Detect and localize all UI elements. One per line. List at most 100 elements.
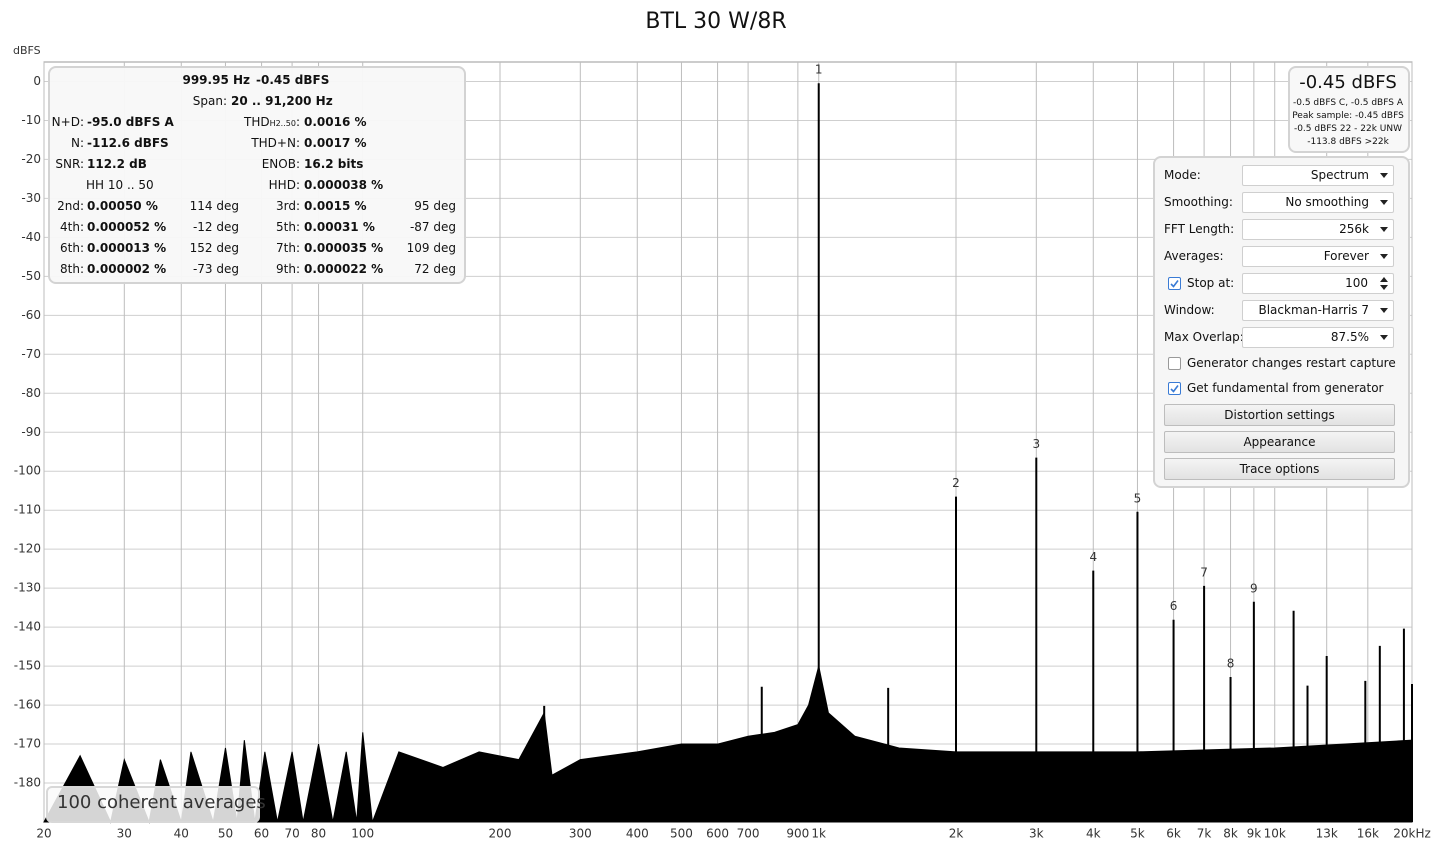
readout-label-text: THD+N: <box>251 136 300 150</box>
button[interactable]: Trace options <box>1164 458 1395 480</box>
readout-label-text: 7th: <box>276 241 300 255</box>
readout-v2: 0.000038 % <box>304 178 384 192</box>
spin-box[interactable] <box>1242 273 1394 294</box>
control-label: Window: <box>1164 303 1215 317</box>
checkbox[interactable] <box>1168 382 1181 395</box>
control-label: Averages: <box>1164 249 1224 263</box>
x-tick-label: 2k <box>949 827 964 841</box>
readout-v2: 0.000035 % <box>304 241 384 255</box>
readout-note: HH 10 .. 50 <box>86 178 154 192</box>
x-tick-label: 40 <box>174 827 189 841</box>
x-tick-label: 20 <box>36 827 51 841</box>
readout-freq: 999.95 Hz <box>182 73 250 87</box>
dropdown-arrow <box>1380 335 1388 340</box>
x-tick-label: 600 <box>706 827 729 841</box>
readout-l1: SNR: <box>55 157 84 171</box>
control-value: 256k <box>1339 222 1369 236</box>
checkbox-label: Generator changes restart capture <box>1187 356 1396 370</box>
chart-title: BTL 30 W/8R <box>645 9 786 34</box>
x-tick-label: 16k <box>1357 827 1379 841</box>
control-label: Smoothing: <box>1164 195 1233 209</box>
dropdown[interactable] <box>1242 165 1394 186</box>
readout-p2: -87 deg <box>409 220 456 234</box>
x-tick-label: 700 <box>737 827 760 841</box>
dropdown-arrow <box>1380 285 1388 290</box>
y-tick-label: -30 <box>21 191 41 205</box>
x-tick-label: 1k <box>811 827 826 841</box>
x-tick-label: 13k <box>1316 827 1338 841</box>
y-tick-label: -20 <box>21 152 41 166</box>
y-tick-label: -100 <box>14 464 41 478</box>
meter-line: -113.8 dBFS >22k <box>1307 137 1389 147</box>
button[interactable]: Distortion settings <box>1164 404 1395 426</box>
readout-v2: 0.0015 % <box>304 199 367 213</box>
readout-l1: N+D: <box>51 115 84 129</box>
level-meter <box>1288 66 1410 153</box>
checkbox[interactable] <box>1168 357 1181 370</box>
x-tick-label: 100 <box>351 827 374 841</box>
readout-label: 5th: <box>276 219 300 235</box>
readout-v1: 0.00050 % <box>87 199 158 213</box>
readout-span: 20 .. 91,200 Hz <box>231 94 333 108</box>
readout-label-sub: H2..50 <box>269 119 296 128</box>
x-tick-label: 500 <box>670 827 693 841</box>
x-tick-label: 50 <box>218 827 233 841</box>
readout-p1: 114 deg <box>189 199 239 213</box>
control-value: 87.5% <box>1330 330 1369 344</box>
readout-l1: N: <box>70 136 84 150</box>
readout-p1: -12 deg <box>192 220 239 234</box>
readout-l1: 2nd: <box>57 199 84 213</box>
readout-level: -0.45 dBFS <box>256 73 330 87</box>
readout-v1: 112.2 dB <box>87 157 147 171</box>
dropdown[interactable] <box>1242 192 1394 213</box>
readout-label: ENOB: <box>262 156 300 172</box>
button[interactable]: Appearance <box>1164 431 1395 453</box>
dropdown[interactable] <box>1242 327 1394 348</box>
control-label: Max Overlap: <box>1164 330 1244 344</box>
readout-panel <box>48 66 466 284</box>
harmonic-label: 9 <box>1250 581 1258 595</box>
y-tick-label: -140 <box>14 620 41 634</box>
dropdown-arrow <box>1380 227 1388 232</box>
checkbox-label: Get fundamental from generator <box>1187 381 1384 395</box>
x-tick-label: 7k <box>1197 827 1212 841</box>
x-tick-label: 3k <box>1029 827 1044 841</box>
readout-v2: 0.00031 % <box>304 220 375 234</box>
readout-v1: 0.000002 % <box>87 262 167 276</box>
x-tick-label: 8k <box>1223 827 1238 841</box>
y-axis-label: dBFS <box>13 44 41 57</box>
readout-p2: 109 deg <box>406 241 456 255</box>
readout-p1: -73 deg <box>192 262 239 276</box>
readout-p2: 72 deg <box>414 262 456 276</box>
harmonic-label: 8 <box>1227 657 1235 671</box>
readout-l1: 4th: <box>60 220 84 234</box>
readout-p1: 152 deg <box>189 241 239 255</box>
readout-label-text: 3rd: <box>275 199 300 213</box>
readout-span-label: Span: <box>192 94 227 108</box>
readout-label: HHD: <box>269 177 300 193</box>
x-tick-label: 300 <box>569 827 592 841</box>
y-tick-label: -130 <box>14 581 41 595</box>
readout-l1: 8th: <box>60 262 84 276</box>
harmonic-label: 6 <box>1170 599 1178 613</box>
dropdown-arrow <box>1380 173 1388 178</box>
x-tick-label: 60 <box>254 827 269 841</box>
readout-v2: 0.0017 % <box>304 136 367 150</box>
harmonic-label: 1 <box>815 63 823 77</box>
y-tick-label: -40 <box>21 230 41 244</box>
readout-label-text: ENOB: <box>261 157 300 171</box>
readout-v1: -95.0 dBFS A <box>87 115 174 129</box>
x-tick-label: 5k <box>1130 827 1145 841</box>
x-tick-label: 200 <box>489 827 512 841</box>
readout-label-end: : <box>295 115 300 129</box>
y-tick-label: -80 <box>21 386 41 400</box>
readout-p2: 95 deg <box>414 199 456 213</box>
harmonic-label: 3 <box>1032 437 1040 451</box>
dropdown[interactable] <box>1242 300 1394 321</box>
checkbox[interactable] <box>1168 277 1181 290</box>
readout-label-text: 5th: <box>276 220 300 234</box>
dropdown[interactable] <box>1242 219 1394 240</box>
dropdown-arrow <box>1380 308 1388 313</box>
readout-label: 7th: <box>276 240 300 256</box>
dropdown[interactable] <box>1242 246 1394 267</box>
